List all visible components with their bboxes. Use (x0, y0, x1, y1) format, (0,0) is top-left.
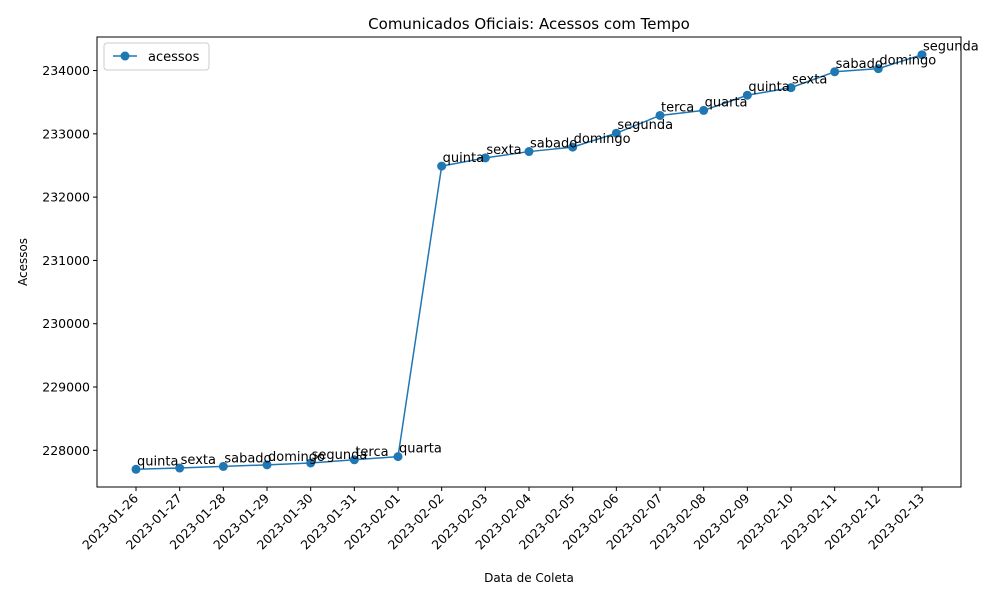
y-tick-label: 234000 (42, 63, 90, 78)
y-tick-label: 229000 (42, 380, 90, 395)
data-point (830, 67, 840, 77)
legend: acessos (103, 42, 210, 71)
data-point (524, 147, 534, 157)
point-annotation: segunda (312, 448, 368, 463)
point-annotation: sabado (530, 137, 577, 152)
point-annotation: sabado (836, 57, 883, 72)
data-point (393, 452, 403, 462)
legend-label: acessos (148, 50, 200, 65)
legend-marker (120, 51, 130, 61)
point-annotation: terca (355, 445, 388, 460)
point-annotation: quinta (443, 151, 484, 166)
plot-area (97, 37, 961, 487)
data-point (306, 458, 316, 468)
chart-title: Comunicados Oficiais: Acessos com Tempo (368, 15, 690, 33)
data-point (742, 90, 752, 100)
point-annotation: segunda (923, 40, 979, 55)
y-tick-label: 230000 (42, 316, 90, 331)
data-point (611, 128, 621, 138)
data-point (568, 142, 578, 152)
data-point (262, 460, 272, 470)
point-annotation: segunda (617, 118, 673, 133)
data-point (218, 461, 228, 471)
data-point (917, 50, 927, 60)
point-annotation: quinta (137, 454, 178, 469)
data-point (131, 464, 141, 474)
data-point (655, 110, 665, 120)
point-annotation: sexta (792, 73, 827, 88)
point-annotation: domingo (879, 54, 936, 69)
y-axis-label: Acessos (16, 238, 30, 286)
y-tick-label: 231000 (42, 253, 90, 268)
series-layer (131, 50, 927, 474)
data-point (349, 455, 359, 465)
data-point (437, 161, 447, 171)
data-point (786, 83, 796, 93)
data-point (175, 463, 185, 473)
point-annotation: terca (661, 100, 694, 115)
data-point (873, 64, 883, 74)
plot-frame (96, 36, 962, 488)
point-annotation: quinta (748, 80, 789, 95)
point-annotation: quarta (705, 95, 748, 110)
y-tick-label: 228000 (42, 443, 90, 458)
point-annotation: sexta (486, 143, 521, 158)
point-annotation: quarta (399, 442, 442, 457)
data-point (480, 153, 490, 163)
legend-box (103, 42, 210, 71)
data-point (699, 105, 709, 115)
point-annotation: domingo (574, 132, 631, 147)
y-tick-label: 232000 (42, 190, 90, 205)
point-annotation: sexta (181, 453, 216, 468)
point-annotation: domingo (268, 450, 325, 465)
point-annotation: sabado (224, 451, 271, 466)
x-axis-ticks: 2023-01-262023-01-272023-01-282023-01-29… (79, 487, 927, 552)
y-tick-label: 233000 (42, 126, 90, 141)
y-axis-ticks: 228000 229000 230000 231000 232000 233000 2340… (42, 63, 97, 458)
x-axis-label: Data de Coleta (484, 571, 574, 585)
